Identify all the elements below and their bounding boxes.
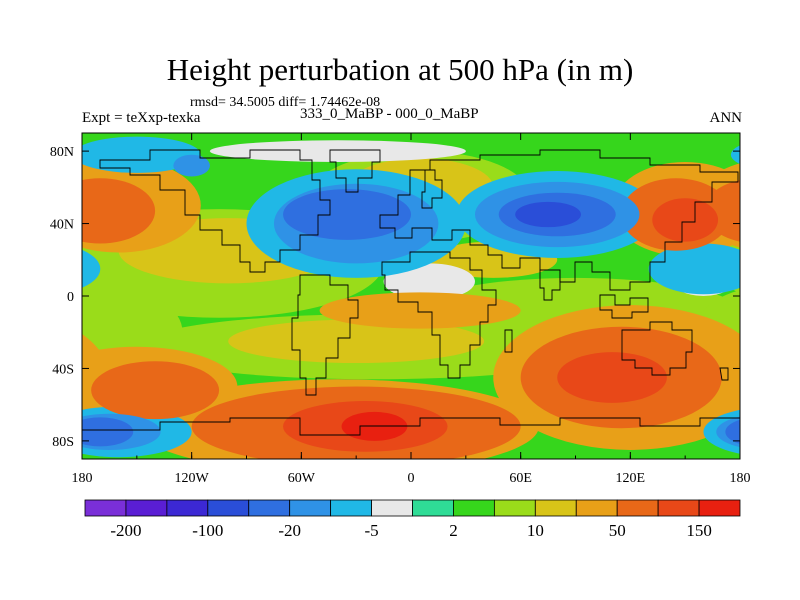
contour-field [82, 133, 740, 459]
contour-region [91, 361, 220, 420]
colorbar-swatch [166, 499, 209, 517]
colorbar-swatch [657, 499, 700, 517]
colorbar-label: -5 [364, 521, 378, 540]
colorbar-swatch [84, 499, 127, 517]
x-tick-label: 120W [175, 471, 210, 486]
colorbar-label: -100 [192, 521, 223, 540]
contour-region [173, 154, 210, 177]
colorbar-swatch [125, 499, 168, 517]
contour-region [82, 304, 92, 331]
contour-region [515, 201, 581, 228]
coastline-scandinavia [421, 169, 443, 209]
coastline-australia [621, 321, 693, 376]
colorbar-swatch [453, 499, 495, 517]
comparison-label: 333_0_MaBP - 000_0_MaBP [300, 106, 479, 122]
contour-region [82, 178, 156, 244]
stats-label: rmsd= 34.5005 diff= 1.74462e-08 [190, 95, 381, 110]
colorbar-swatch [330, 499, 372, 517]
x-axis: 180 120W 60W 0 60E 120E 180 [72, 133, 751, 486]
colorbar-swatch [616, 499, 659, 517]
colorbar-swatch [534, 499, 577, 517]
y-tick-label: 40N [50, 218, 74, 233]
x-tick-label: 180 [730, 471, 751, 486]
contour-region [725, 419, 740, 444]
colorbar-swatch [248, 499, 291, 517]
coastline-eurasia [379, 149, 739, 291]
contour-region [383, 263, 475, 300]
coastline-new-zealand [719, 367, 729, 381]
chart-title: Height perturbation at 500 hPa (in m) [166, 52, 634, 87]
coastline-africa [381, 251, 497, 379]
coastline-south-america [291, 274, 359, 396]
contour-region [319, 292, 521, 329]
contour-region [730, 145, 740, 165]
y-tick-label: 80S [52, 435, 74, 450]
x-tick-label: 120E [616, 471, 646, 486]
x-tick-label: 0 [408, 471, 415, 486]
colorbar-swatch [207, 499, 250, 517]
colorbar-label: 50 [609, 521, 626, 540]
coastline-southeast-asia [599, 294, 649, 319]
x-tick-label: 60E [509, 471, 532, 486]
contour-region [209, 140, 466, 162]
contour-region [648, 243, 740, 295]
y-axis: 80N 40N 0 40S 80S [50, 145, 740, 450]
contour-region [82, 417, 134, 447]
y-tick-label: 80N [50, 145, 74, 160]
coastline-north-america [99, 149, 331, 273]
contour-region [82, 136, 201, 173]
y-tick-label: 40S [52, 362, 74, 377]
y-tick-label: 0 [67, 290, 74, 305]
season-label: ANN [709, 110, 743, 126]
colorbar-label: -20 [278, 521, 301, 540]
colorbar-label: 2 [449, 521, 458, 540]
contour-region [652, 198, 719, 242]
contour-region [82, 249, 101, 288]
experiment-label: Expt = teXxp-texka [82, 110, 201, 126]
colorbar-label: -200 [110, 521, 141, 540]
colorbar: -200 -100 -20 -5 2 10 50 150 [84, 499, 741, 540]
colorbar-swatch [289, 499, 332, 517]
colorbar-swatch [412, 499, 454, 517]
contour-region [283, 189, 411, 240]
colorbar-label: 150 [686, 521, 712, 540]
coastline-outlines [82, 149, 740, 436]
colorbar-label: 10 [527, 521, 544, 540]
colorbar-swatch [371, 499, 413, 517]
x-tick-label: 60W [288, 471, 316, 486]
colorbar-swatch [698, 499, 741, 517]
colorbar-swatch [575, 499, 618, 517]
coastline-madagascar [504, 329, 513, 353]
x-tick-label: 180 [72, 471, 93, 486]
coastline-greenland [329, 149, 381, 193]
coastline-india [539, 269, 561, 301]
colorbar-swatch [493, 499, 536, 517]
contour-region [557, 352, 667, 403]
coastline-antarctica [82, 417, 740, 436]
